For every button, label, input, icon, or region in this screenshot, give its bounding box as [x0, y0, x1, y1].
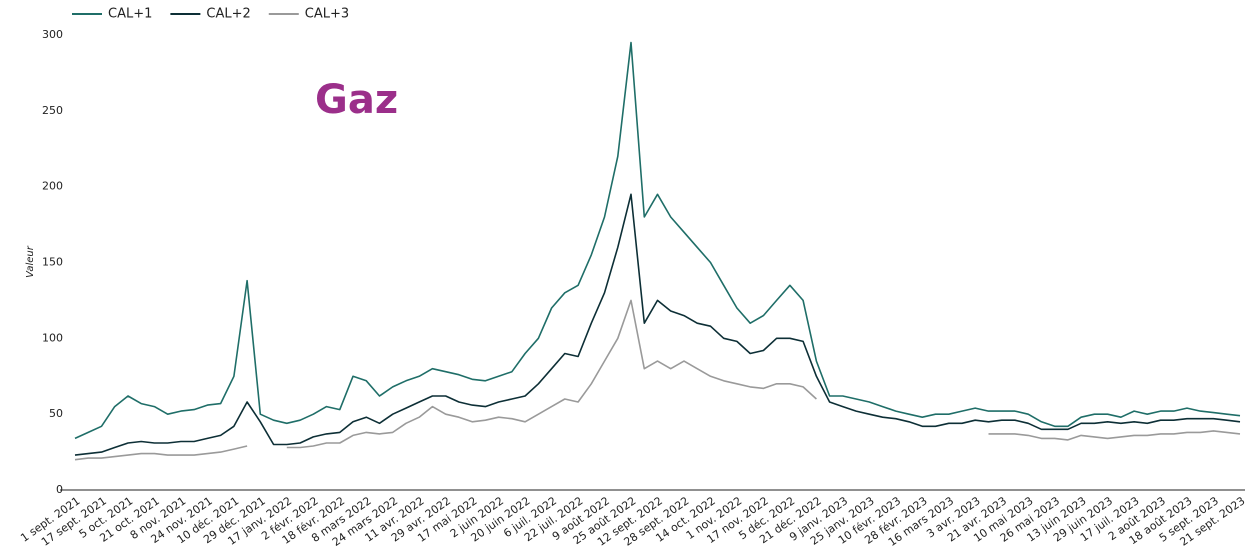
y-tick-label: 300: [42, 28, 63, 41]
series-line: [74, 193, 1241, 456]
legend-label: CAL+2: [206, 7, 250, 22]
y-tick-label: 200: [42, 180, 63, 193]
y-tick-label: 100: [42, 331, 63, 344]
legend-label: CAL+1: [108, 7, 152, 22]
y-tick-label: 150: [42, 256, 63, 269]
series-line: [74, 299, 1241, 461]
series-line: [74, 41, 1241, 440]
y-tick-label: 0: [56, 483, 63, 496]
chart-title: Gaz: [315, 77, 398, 123]
legend-label: CAL+3: [305, 7, 349, 22]
y-tick-label: 250: [42, 104, 63, 117]
y-tick-label: 50: [49, 407, 63, 420]
y-axis-label: Valeur: [25, 245, 36, 278]
